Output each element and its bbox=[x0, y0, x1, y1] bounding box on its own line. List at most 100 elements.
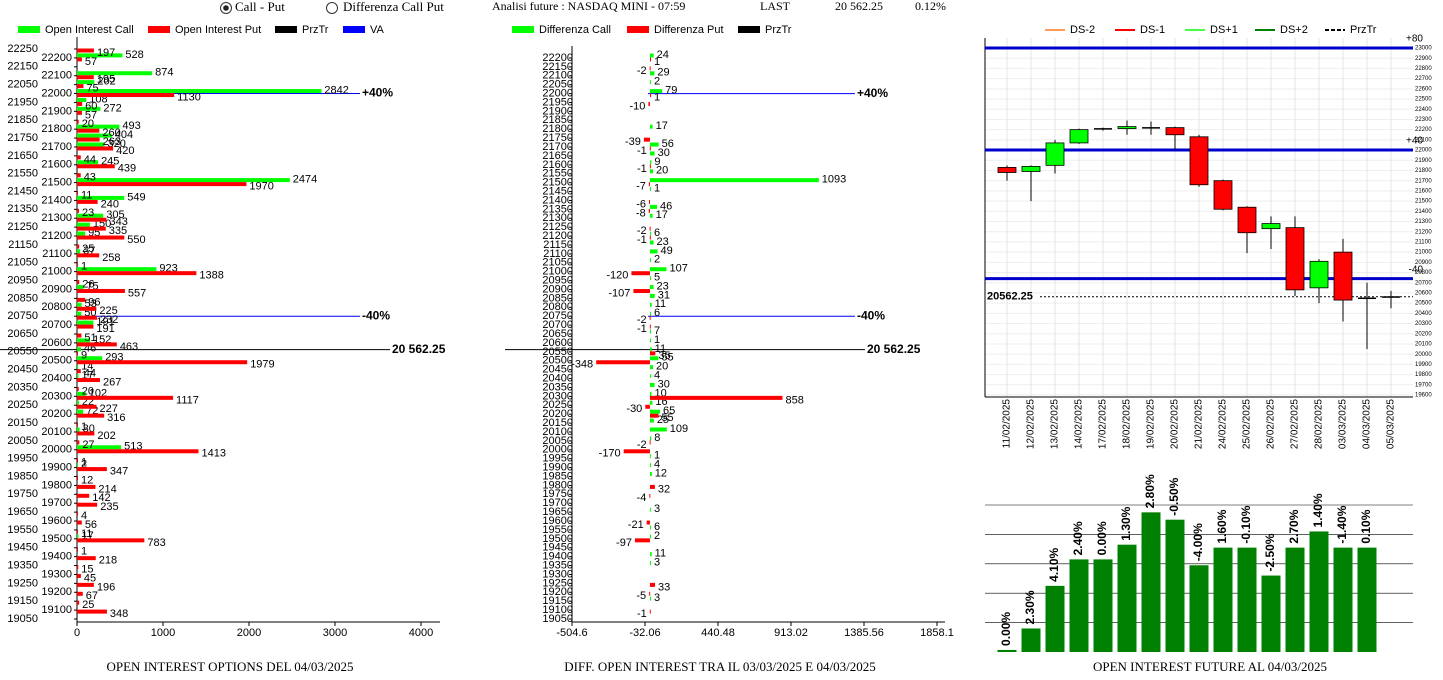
bar-value-label: 1 bbox=[654, 334, 660, 346]
bar-value-label: 1093 bbox=[822, 174, 846, 186]
bar bbox=[997, 649, 1017, 652]
bar-value-label: 25 bbox=[82, 243, 94, 255]
bar-value-label: 783 bbox=[147, 537, 165, 549]
bar-value-label: 305 bbox=[106, 209, 124, 221]
legend-label: DS-1 bbox=[1140, 24, 1165, 36]
bar-change-label: -2.50% bbox=[1263, 533, 1277, 571]
bar-value-label: 260 bbox=[102, 127, 120, 139]
y-tick-label: 20700 bbox=[41, 319, 72, 331]
bar bbox=[77, 101, 83, 106]
y-tick-label: 22900 bbox=[1415, 56, 1432, 62]
y-tick-label: 22600 bbox=[1415, 86, 1432, 92]
y-tick-label: 19800 bbox=[41, 479, 72, 491]
legend-swatch bbox=[738, 26, 760, 33]
bar-value-label: 44 bbox=[84, 368, 96, 380]
bar bbox=[649, 356, 659, 361]
y-tick-label: 21300 bbox=[542, 212, 573, 224]
bar-value-label: 1 bbox=[81, 546, 87, 558]
radio-label[interactable]: Call - Put bbox=[235, 0, 285, 14]
bar-value-label: 30 bbox=[658, 147, 670, 159]
bar-value-label: 493 bbox=[122, 120, 140, 132]
y-tick-label: 20050 bbox=[7, 435, 38, 447]
bar bbox=[77, 365, 79, 370]
y-tick-label: 19600 bbox=[542, 515, 573, 527]
candle-body bbox=[1021, 165, 1041, 172]
x-tick-label: 2000 bbox=[237, 627, 261, 639]
bar-value-label: -10 bbox=[630, 100, 646, 112]
bar-value-label: 20 bbox=[82, 385, 94, 397]
bar bbox=[77, 445, 122, 450]
bar bbox=[645, 404, 650, 409]
bar bbox=[649, 89, 663, 94]
bar bbox=[77, 609, 107, 614]
level-label: +80 bbox=[1406, 34, 1423, 45]
bar bbox=[649, 391, 652, 396]
y-tick-label: 20950 bbox=[7, 274, 38, 286]
bar bbox=[77, 244, 80, 249]
y-tick-label: 19050 bbox=[7, 613, 38, 625]
bar bbox=[77, 347, 81, 352]
y-tick-label: 21400 bbox=[1415, 209, 1432, 215]
bar bbox=[77, 351, 78, 356]
candle-body bbox=[1213, 180, 1233, 210]
bar-change-label: 0.00% bbox=[999, 612, 1013, 646]
y-tick-label: 22100 bbox=[41, 70, 72, 82]
bar bbox=[77, 476, 79, 480]
bar-value-label: 227 bbox=[100, 403, 118, 415]
candle-body bbox=[1069, 129, 1089, 144]
bar-value-label: 55 bbox=[661, 412, 673, 424]
bar bbox=[77, 391, 86, 396]
bar bbox=[77, 280, 80, 285]
bar bbox=[649, 395, 783, 400]
radio-label[interactable]: Differenza Call Put bbox=[343, 0, 444, 14]
y-tick-label: 19700 bbox=[41, 497, 72, 509]
bar-value-label: 11 bbox=[81, 189, 92, 201]
bar-value-label: 1970 bbox=[249, 181, 273, 193]
bar-value-label: -7 bbox=[636, 181, 646, 193]
x-tick-label: 4000 bbox=[409, 627, 433, 639]
bar bbox=[77, 213, 104, 218]
bar-value-label: -4 bbox=[637, 492, 647, 504]
bar bbox=[77, 547, 78, 552]
bar bbox=[77, 249, 81, 254]
bar bbox=[649, 240, 654, 245]
bar bbox=[77, 137, 100, 142]
bar bbox=[77, 164, 115, 169]
y-tick-label: 19550 bbox=[7, 524, 38, 536]
y-tick-label: 22400 bbox=[1415, 107, 1432, 113]
y-tick-label: 19950 bbox=[7, 453, 38, 465]
bar-value-label: 1117 bbox=[176, 394, 199, 406]
candle-body bbox=[1142, 127, 1160, 129]
bar-value-label: -1 bbox=[637, 145, 647, 157]
y-tick-label: 19650 bbox=[542, 506, 573, 518]
y-tick-label: 19800 bbox=[542, 479, 573, 491]
bar bbox=[77, 463, 78, 468]
bar bbox=[649, 57, 651, 62]
bar-value-label: 49 bbox=[661, 245, 673, 257]
bar-value-label: 6 bbox=[654, 307, 660, 319]
radio-button[interactable] bbox=[326, 2, 338, 14]
bar-value-label: 214 bbox=[98, 483, 116, 495]
bar bbox=[77, 502, 98, 507]
y-tick-label: 20650 bbox=[7, 328, 38, 340]
bar-value-label: 57 bbox=[85, 56, 97, 68]
bar-value-label: 1130 bbox=[177, 91, 201, 103]
bar-value-label: 2 bbox=[654, 254, 660, 266]
y-tick-label: 20800 bbox=[542, 301, 573, 313]
bar bbox=[77, 374, 79, 379]
x-tick-label: 18/02/2025 bbox=[1122, 399, 1133, 449]
y-tick-label: 21750 bbox=[542, 132, 573, 144]
bar bbox=[77, 253, 100, 258]
bar-value-label: 1 bbox=[81, 421, 87, 433]
bar-value-label: 24 bbox=[657, 49, 669, 61]
bar-value-label: -5 bbox=[636, 590, 646, 602]
bar-value-label: 272 bbox=[103, 102, 121, 114]
bar-value-label: 6 bbox=[654, 521, 660, 533]
bar bbox=[649, 302, 652, 307]
bar bbox=[649, 382, 655, 387]
y-tick-label: 20300 bbox=[1415, 321, 1432, 327]
bar-value-label: 44 bbox=[84, 154, 96, 166]
bar bbox=[649, 66, 651, 71]
bar bbox=[77, 71, 153, 76]
y-tick-label: 22000 bbox=[1415, 148, 1432, 154]
